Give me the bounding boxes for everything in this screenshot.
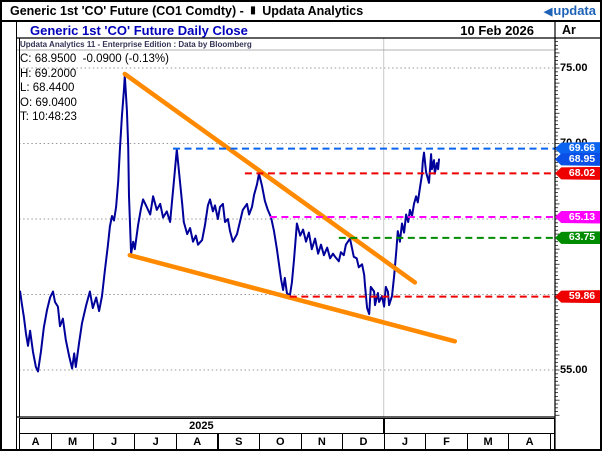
corner-label: Ar [562,23,576,37]
month-cell-5: A [175,433,219,449]
price-badge-63.75: 63.75 [555,231,600,245]
month-cell-13: A [508,433,551,449]
month-cell-2: M [51,433,94,449]
scale-label-55.00: 55.00 [560,363,588,376]
month-cell-12: M [466,433,510,449]
price-badge-65.13: 65.13 [555,210,600,224]
chart-title: Generic 1st 'CO' Future Daily Close [30,23,248,38]
updata-logo: ◀updata [544,2,596,20]
price-badge-69.66: 69.66 [555,142,600,156]
updata-logo-triangle-icon: ◀ [543,6,553,18]
window-title-text: Generic 1st 'CO' Future (CO1 Comdty) - [10,4,244,18]
month-cell-6: S [217,433,261,449]
app-icon: ▮ [250,5,256,16]
month-cell-8: N [300,433,344,449]
month-cell-sliver [549,433,555,449]
window-title-bar: Generic 1st 'CO' Future (CO1 Comdty) - ▮… [2,2,600,20]
month-cell-4: J [134,433,177,449]
quote-line: C: 68.9500 -0.0900 (-0.13%) [20,53,169,65]
chart-date: 10 Feb 2026 [460,23,534,38]
window-title-app-name: Updata Analytics [262,4,364,18]
chart-plot-area[interactable] [19,38,555,417]
price-badge-68.02: 68.02 [555,166,600,180]
price-badge-59.86: 59.86 [555,290,600,304]
month-cell-1: A [19,433,53,449]
month-cell-9: D [342,433,385,449]
year-cell-2025: 2025 [19,417,384,434]
year-cell-next [383,417,555,434]
updata-logo-text: updata [553,3,596,18]
price-badge-68.95: 68.95 [555,152,600,166]
month-cell-11: F [425,433,468,449]
month-cell-3: J [92,433,136,449]
attribution-text: Updata Analytics 11 - Enterprise Edition… [20,40,252,49]
month-cell-7: O [259,433,302,449]
scale-label-75.00: 75.00 [560,61,588,74]
month-cell-10: J [383,433,427,449]
